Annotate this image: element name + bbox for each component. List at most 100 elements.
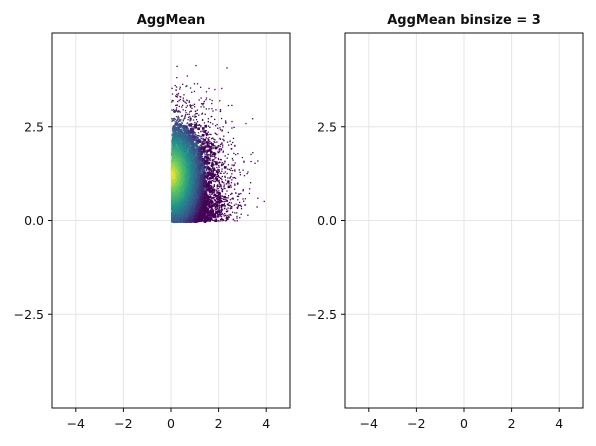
density-cell: [202, 151, 205, 153]
density-cell: [207, 156, 210, 158]
density-cell: [226, 183, 228, 185]
density-cell: [221, 195, 224, 197]
density-cell: [172, 100, 174, 102]
density-cell: [197, 142, 199, 145]
density-cell: [214, 125, 217, 127]
density-cell: [257, 160, 259, 162]
density-cell: [226, 211, 228, 213]
density-cell: [209, 185, 211, 187]
density-cell: [189, 115, 191, 118]
density-cell: [209, 141, 211, 143]
density-cell: [245, 122, 247, 125]
density-cell: [221, 200, 224, 203]
density-cell: [210, 164, 212, 167]
chart-title: AggMean: [137, 13, 205, 28]
density-cell: [182, 109, 184, 111]
density-cell: [212, 155, 214, 158]
density-cell: [200, 144, 202, 147]
density-cell: [224, 205, 226, 207]
density-cell: [221, 163, 223, 165]
density-cell: [195, 133, 197, 136]
density-cell: [206, 198, 208, 200]
density-cell: [238, 193, 241, 195]
density-cell: [217, 168, 219, 171]
density-cell: [236, 212, 238, 214]
density-cell: [218, 165, 220, 167]
density-cell: [242, 169, 244, 171]
density-cell: [190, 110, 192, 112]
density-cell: [220, 117, 223, 120]
density-cell: [236, 183, 239, 185]
density-cell: [179, 88, 181, 90]
density-cell: [216, 174, 218, 176]
density-cell: [205, 169, 208, 172]
density-cell: [178, 99, 180, 102]
density-cell: [184, 115, 186, 117]
density-cell: [227, 203, 229, 205]
density-cell: [182, 128, 185, 132]
density-cell: [177, 127, 180, 130]
density-cell: [194, 151, 197, 155]
density-cell: [218, 190, 220, 192]
density-cell: [201, 211, 204, 213]
density-cell: [221, 197, 223, 200]
density-cell: [186, 122, 188, 125]
density-cell: [205, 188, 207, 191]
density-cell: [219, 147, 221, 150]
density-cell: [186, 105, 189, 107]
density-cell: [177, 118, 179, 121]
density-cell: [218, 169, 220, 171]
density-cell: [216, 185, 219, 187]
density-cell: [215, 201, 217, 204]
density-cell: [179, 128, 183, 131]
density-cell: [188, 100, 190, 102]
density-cell: [173, 111, 175, 113]
density-cell: [211, 155, 213, 157]
density-cell: [234, 183, 236, 185]
density-cell: [230, 186, 232, 188]
density-cell: [229, 205, 231, 207]
density-cell: [243, 160, 245, 162]
density-cell: [180, 130, 184, 133]
density-cell: [206, 166, 208, 168]
density-cell: [176, 65, 178, 68]
density-cell: [214, 203, 217, 206]
density-cell: [225, 183, 227, 185]
density-cell: [211, 102, 213, 105]
density-cell: [211, 108, 213, 110]
density-cell: [220, 195, 222, 197]
density-cell: [195, 112, 197, 115]
density-cell: [225, 200, 227, 203]
density-cell: [189, 104, 191, 106]
density-cell: [175, 89, 177, 91]
density-cell: [234, 169, 236, 171]
density-cell: [213, 185, 215, 188]
density-cell: [209, 142, 211, 145]
density-cell: [208, 159, 210, 161]
density-cell: [205, 144, 207, 146]
density-cell: [226, 172, 228, 175]
density-cell: [226, 141, 229, 143]
density-cell: [200, 159, 203, 163]
density-cell: [212, 197, 214, 200]
density-cell: [247, 171, 249, 173]
density-cell: [177, 116, 179, 119]
density-cell: [233, 126, 235, 129]
density-cell: [234, 153, 237, 156]
density-cell: [200, 126, 202, 128]
density-cell: [243, 161, 245, 163]
density-cell: [212, 110, 214, 112]
density-cell: [189, 119, 192, 121]
density-cell: [190, 106, 192, 108]
density-cell: [217, 176, 220, 178]
density-cell: [254, 162, 256, 164]
density-cell: [214, 174, 217, 176]
density-cell: [213, 197, 215, 199]
density-cell: [220, 211, 222, 213]
density-cell: [216, 192, 218, 194]
density-cell: [228, 214, 230, 216]
density-cell: [213, 164, 215, 166]
density-cell: [208, 170, 210, 173]
density-cell: [220, 164, 223, 167]
density-cell: [220, 209, 222, 211]
